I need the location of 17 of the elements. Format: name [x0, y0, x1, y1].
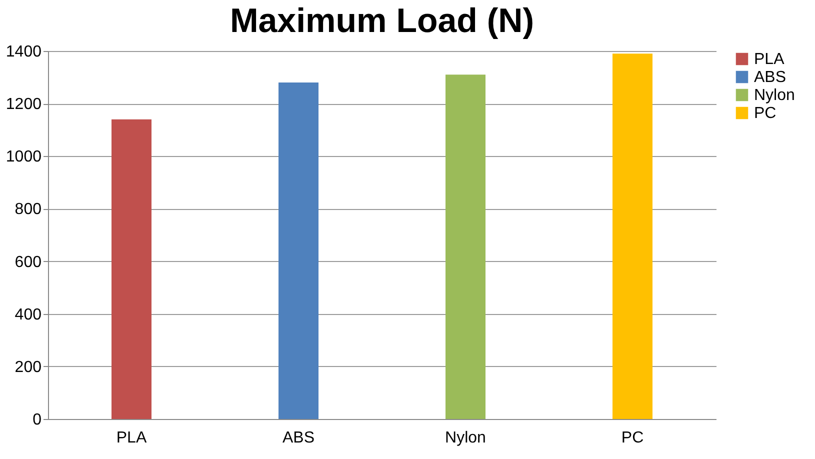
legend-label: ABS [754, 69, 786, 86]
y-tick-label: 0 [32, 412, 42, 428]
y-tick-label: 200 [14, 358, 42, 376]
x-tick-label: ABS [282, 430, 315, 446]
chart-title: Maximum Load (N) [230, 2, 534, 40]
legend-label: Nylon [754, 87, 795, 104]
x-tick-label: PC [621, 430, 644, 446]
y-tick-label: 600 [14, 254, 42, 271]
x-tick-label: Nylon [445, 430, 486, 446]
y-tick-label: 1200 [6, 96, 42, 114]
y-tick-label: 1400 [6, 44, 42, 60]
legend-label: PLA [754, 51, 785, 68]
x-tick-label: PLA [116, 430, 147, 446]
legend-label: PC [754, 105, 776, 122]
y-tick-label: 800 [14, 201, 42, 218]
y-tick-label: 1000 [6, 148, 42, 166]
y-tick-label: 400 [14, 306, 42, 324]
